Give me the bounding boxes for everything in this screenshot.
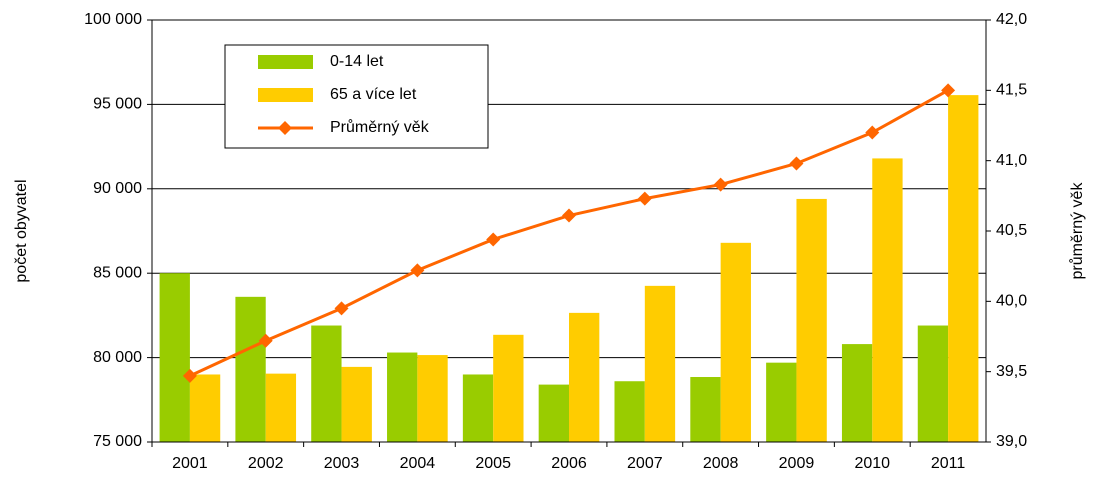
legend-label: Průměrný věk [330, 118, 430, 136]
bar [159, 273, 190, 442]
x-tick-label: 2002 [248, 455, 284, 472]
marker [713, 177, 728, 192]
y-axis-label: počet obyvatel [13, 179, 30, 282]
y-tick-label: 90 000 [93, 180, 142, 197]
legend-swatch [258, 55, 313, 69]
marker [637, 191, 652, 206]
bar [265, 373, 297, 442]
x-tick-label: 2011 [931, 455, 966, 472]
bar [569, 312, 600, 442]
y2-tick-label: 39,0 [996, 433, 1027, 450]
y-tick-label: 80 000 [93, 349, 142, 366]
x-tick-label: 2001 [172, 455, 208, 472]
marker [865, 125, 880, 140]
bar [796, 198, 827, 442]
y-tick-label: 75 000 [93, 433, 142, 450]
x-tick-label: 2003 [324, 455, 360, 472]
y-tick-label: 100 000 [84, 11, 142, 28]
x-tick-label: 2006 [551, 455, 587, 472]
y-tick-label: 85 000 [93, 264, 142, 281]
x-tick-label: 2007 [627, 455, 663, 472]
x-tick-label: 2010 [854, 455, 890, 472]
y2-axis-label: průměrný věk [1068, 182, 1086, 280]
y2-tick-label: 40,5 [996, 222, 1027, 239]
marker [258, 333, 273, 348]
x-tick-label: 2005 [475, 455, 511, 472]
bar [841, 344, 873, 442]
bar [417, 355, 448, 442]
bar [690, 377, 721, 442]
bar [235, 296, 266, 442]
y2-tick-label: 42,0 [996, 11, 1027, 28]
legend-label: 65 a více let [330, 86, 417, 103]
bar [341, 366, 372, 442]
bar [766, 362, 797, 442]
marker [182, 368, 197, 383]
x-tick-label: 2004 [400, 455, 436, 472]
y2-tick-label: 41,0 [996, 152, 1027, 169]
bar [644, 285, 676, 442]
y-tick-label: 95 000 [93, 96, 142, 113]
legend-marker [278, 121, 292, 135]
bar [872, 158, 903, 442]
bar [462, 374, 494, 442]
marker [410, 263, 425, 278]
bar [720, 242, 751, 442]
legend-label: 0-14 let [330, 53, 384, 70]
marker [562, 208, 576, 223]
bar [493, 334, 524, 442]
marker [941, 83, 956, 98]
bar [311, 325, 342, 442]
y2-tick-label: 41,5 [996, 82, 1027, 99]
bar [917, 325, 949, 442]
bar [189, 374, 221, 442]
legend-swatch [258, 88, 313, 102]
bar [948, 95, 979, 442]
marker [486, 232, 501, 247]
marker [334, 301, 349, 316]
y2-tick-label: 40,0 [996, 293, 1027, 310]
y2-tick-label: 39,5 [996, 363, 1027, 380]
bar [538, 384, 569, 442]
bar [614, 381, 645, 442]
bar [387, 352, 418, 442]
x-tick-label: 2008 [703, 455, 739, 472]
marker [789, 156, 804, 171]
x-tick-label: 2009 [779, 455, 815, 472]
